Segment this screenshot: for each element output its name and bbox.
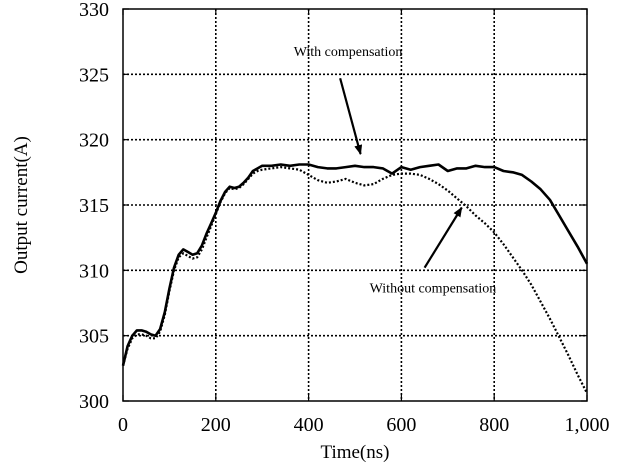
x-axis-label: Time(ns): [321, 442, 390, 463]
annotation-label: Without compensation: [370, 282, 497, 297]
series-with-compensation: [121, 163, 589, 366]
x-tick-label: 800: [479, 414, 509, 436]
x-tick-label: 1,000: [565, 414, 610, 436]
y-tick-label: 315: [79, 195, 109, 217]
x-tick-label: 200: [201, 414, 231, 436]
y-tick-label: 325: [79, 64, 109, 86]
annotation-label: With compensation: [294, 45, 403, 60]
y-tick-label: 305: [79, 326, 109, 348]
y-tick-label: 330: [79, 0, 109, 21]
plot-series: [121, 163, 589, 394]
y-tick-label: 310: [79, 260, 109, 282]
x-tick-label: 400: [294, 414, 324, 436]
y-tick-label: 300: [79, 391, 109, 413]
y-tick-label: 320: [79, 130, 109, 152]
annotations: With compensation Without compensation: [294, 45, 497, 297]
annotation-arrow: [423, 206, 463, 269]
series-without-compensation: [121, 166, 588, 394]
axis-ticks: 0 200 400 600 800 1,000 300 305 310 315 320 325 330: [79, 0, 610, 436]
x-tick-label: 600: [386, 414, 416, 436]
grid: [123, 9, 587, 401]
y-axis-label: Output current(A): [11, 136, 32, 274]
x-tick-label: 0: [118, 414, 128, 436]
annotation-arrow: [339, 77, 363, 156]
